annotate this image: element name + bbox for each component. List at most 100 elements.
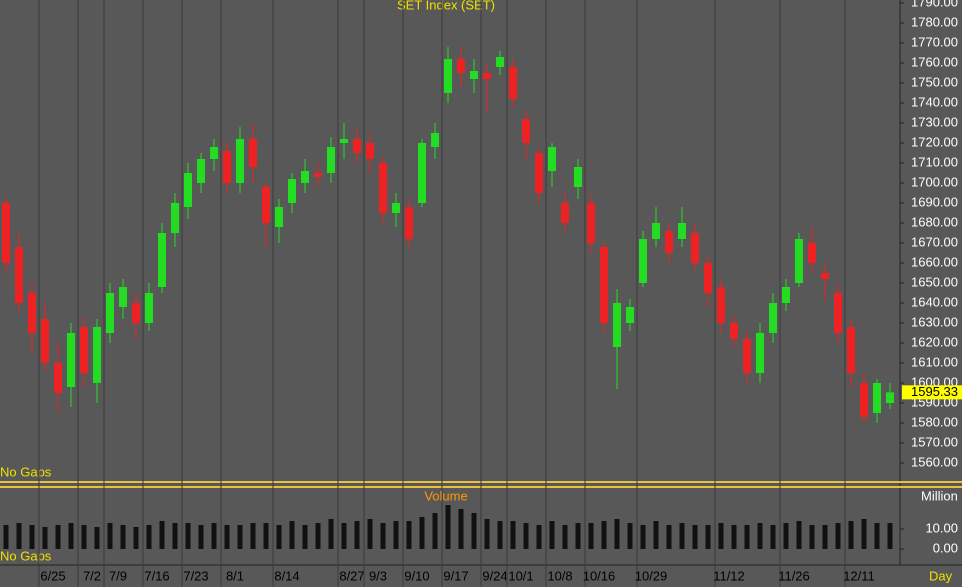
candle-body xyxy=(600,247,608,323)
volume-bar xyxy=(653,521,659,549)
x-tick-label: 11/12 xyxy=(713,568,745,583)
x-tick-label: 9/3 xyxy=(369,568,387,583)
volume-bar xyxy=(29,525,35,549)
candle-body xyxy=(236,139,244,183)
x-tick-label: 7/16 xyxy=(144,568,169,583)
volume-bar xyxy=(536,525,542,549)
volume-bar xyxy=(588,523,594,549)
candle-body xyxy=(873,383,881,413)
candle-body xyxy=(782,287,790,303)
candle-body xyxy=(340,139,348,143)
y-tick-label: 1790.00 xyxy=(911,0,958,9)
volume-bar xyxy=(55,525,61,549)
candle-body xyxy=(626,307,634,323)
candle-body xyxy=(704,263,712,293)
y-tick-label: 1630.00 xyxy=(911,314,958,329)
y-tick-label: 1720.00 xyxy=(911,134,958,149)
volume-bar xyxy=(809,525,815,549)
candle-body xyxy=(405,207,413,239)
candle-body xyxy=(652,223,660,239)
x-tick-label: 8/1 xyxy=(226,568,244,583)
volume-bar xyxy=(458,509,464,549)
candle-body xyxy=(847,327,855,373)
candle-body xyxy=(93,327,101,383)
candle-body xyxy=(275,207,283,227)
y-tick-label: 1740.00 xyxy=(911,94,958,109)
volume-bar xyxy=(419,517,425,549)
candle-body xyxy=(795,239,803,283)
candle-body xyxy=(54,363,62,393)
y-tick-label: 1660.00 xyxy=(911,254,958,269)
y-tick-label: 1700.00 xyxy=(911,174,958,189)
volume-bar xyxy=(3,525,9,549)
annotation: No Gaps xyxy=(0,548,52,563)
candle-body xyxy=(119,287,127,307)
y-tick-label: 1560.00 xyxy=(911,454,958,469)
candle-body xyxy=(249,139,257,167)
volume-bar xyxy=(640,525,646,549)
x-tick-label: 9/17 xyxy=(443,568,468,583)
y-tick-label: 1670.00 xyxy=(911,234,958,249)
volume-bar xyxy=(94,527,100,549)
volume-bar xyxy=(237,525,243,549)
volume-bar xyxy=(120,525,126,549)
volume-bar xyxy=(354,521,360,549)
x-tick-label: 7/2 xyxy=(83,568,101,583)
x-tick-label: 7/9 xyxy=(109,568,127,583)
volume-bar xyxy=(224,525,230,549)
volume-bar xyxy=(16,523,22,549)
x-tick-label: 9/24 xyxy=(482,568,507,583)
volume-bar xyxy=(211,523,217,549)
candle-body xyxy=(2,203,10,263)
candle-body xyxy=(392,203,400,213)
y-tick-label: 1750.00 xyxy=(911,74,958,89)
candle-body xyxy=(327,147,335,173)
candle-body xyxy=(691,233,699,263)
x-tick-label: 7/23 xyxy=(183,568,208,583)
candle-body xyxy=(860,383,868,417)
volume-bar xyxy=(159,521,165,549)
volume-bar xyxy=(432,513,438,549)
volume-bar xyxy=(263,523,269,549)
candle-body xyxy=(366,143,374,159)
volume-bar xyxy=(523,523,529,549)
y-tick-label: 1690.00 xyxy=(911,194,958,209)
volume-bar xyxy=(367,519,373,549)
y-tick-label: 1770.00 xyxy=(911,34,958,49)
volume-bar xyxy=(497,521,503,549)
volume-bar xyxy=(198,525,204,549)
x-tick-label: 10/16 xyxy=(583,568,616,583)
candle-body xyxy=(145,293,153,323)
y-tick-label: 10.00 xyxy=(925,520,958,535)
y-tick-label: 1650.00 xyxy=(911,274,958,289)
x-tick-label: 12/11 xyxy=(843,568,875,583)
candle-body xyxy=(457,59,465,73)
volume-bar xyxy=(172,523,178,549)
annotation: No Gaps xyxy=(0,464,52,479)
candle-body xyxy=(678,223,686,239)
volume-bar xyxy=(302,525,308,549)
candle-body xyxy=(314,173,322,177)
candle-body xyxy=(613,303,621,347)
y-tick-label: 1710.00 xyxy=(911,154,958,169)
last-price-label: 1595.33 xyxy=(911,384,958,399)
x-tick-label: 6/25 xyxy=(40,568,65,583)
candle-body xyxy=(769,303,777,333)
volume-bar xyxy=(81,525,87,549)
y-tick-label: 1640.00 xyxy=(911,294,958,309)
volume-bar xyxy=(562,525,568,549)
y-tick-label: 1610.00 xyxy=(911,354,958,369)
candle-body xyxy=(834,293,842,333)
candle-body xyxy=(808,243,816,263)
x-tick-label: 8/14 xyxy=(274,568,299,583)
volume-bar xyxy=(575,523,581,549)
volume-bar xyxy=(549,521,555,549)
candle-body xyxy=(262,187,270,223)
candle-body xyxy=(379,163,387,213)
volume-bar xyxy=(445,505,451,549)
volume-bar xyxy=(107,523,113,549)
candle-body xyxy=(28,293,36,333)
candle-body xyxy=(210,147,218,159)
y-tick-label: 1570.00 xyxy=(911,434,958,449)
